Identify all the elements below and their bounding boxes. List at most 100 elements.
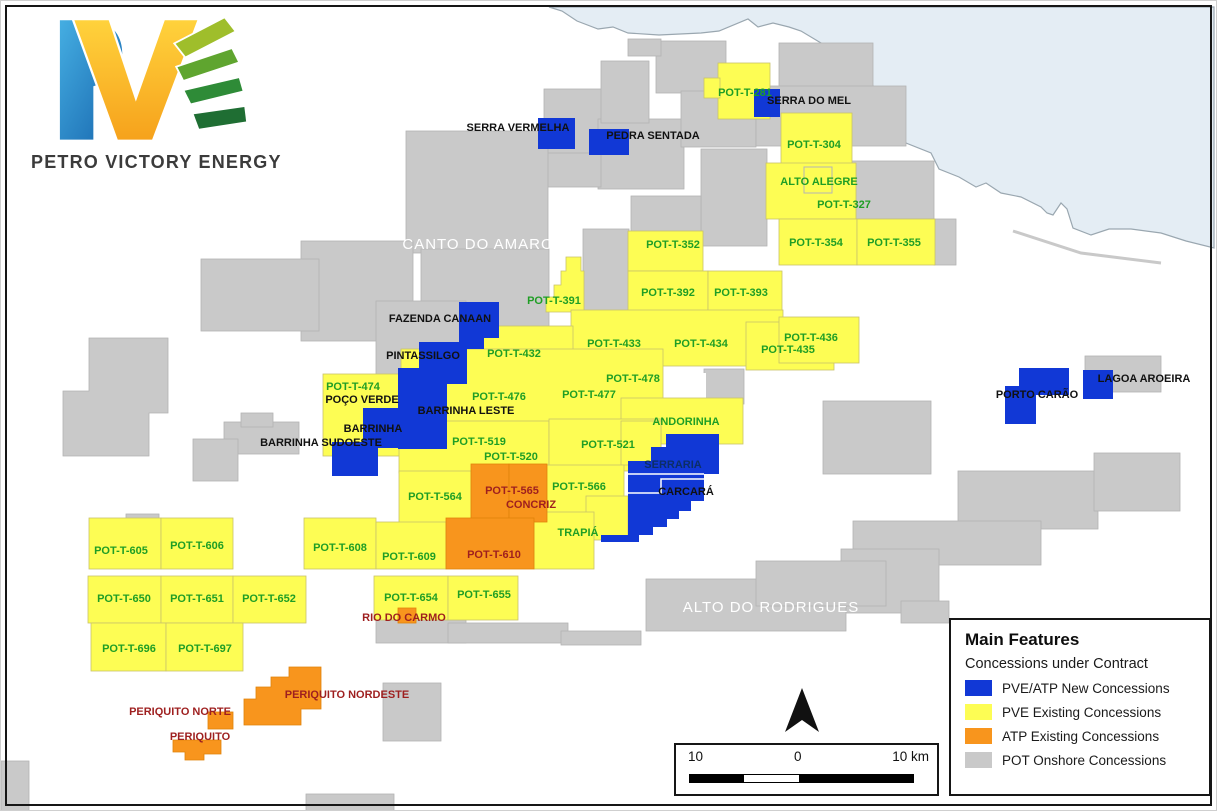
label-periquito-norte: PERIQUITO NORTE <box>129 706 231 718</box>
label-pot-t-327: POT-T-327 <box>817 199 871 211</box>
label-pot-t-435: POT-T-435 <box>761 344 815 356</box>
label-lagoa-aroeira: LAGOA AROEIRA <box>1098 373 1191 385</box>
legend-item-new: PVE/ATP New Concessions <box>965 680 1195 696</box>
label-barrinha: BARRINHA <box>344 423 403 435</box>
lagoa-aroeira-block <box>1083 370 1113 399</box>
label-pot-t-281: POT-T-281 <box>718 87 772 99</box>
label-pot-t-477: POT-T-477 <box>562 389 616 401</box>
pot-t-304-block <box>780 112 853 166</box>
label-po-o-verde: POÇO VERDE <box>325 394 398 406</box>
label-rio-do-carmo: RIO DO CARMO <box>362 612 446 624</box>
label-pot-t-304: POT-T-304 <box>787 139 842 151</box>
pot-onshore-shape <box>627 38 662 57</box>
serra-vermelha-block <box>538 118 575 149</box>
label-pot-t-519: POT-T-519 <box>452 436 506 448</box>
label-pot-t-696: POT-T-696 <box>102 643 156 655</box>
pot-onshore-shape <box>600 60 650 124</box>
label-pot-t-606: POT-T-606 <box>170 540 224 552</box>
serraria-carcara-block <box>601 434 719 542</box>
legend-item-pve: PVE Existing Concessions <box>965 704 1195 720</box>
scale-zero-label: 0 <box>794 749 802 764</box>
pot-t-565-w-block <box>470 463 510 523</box>
label-pot-t-610: POT-T-610 <box>467 549 521 561</box>
scale-bar-graphic <box>689 774 914 783</box>
pot-t-565-e-block <box>508 463 548 523</box>
label-carcar: CARCARÁ <box>658 485 714 498</box>
label-pot-t-392: POT-T-392 <box>641 287 695 299</box>
label-pot-t-605: POT-T-605 <box>94 545 148 557</box>
label-fazenda-canaan: FAZENDA CANAAN <box>389 313 491 325</box>
pot-onshore-shape <box>1093 452 1181 512</box>
fazenda-canaan-block <box>459 302 499 349</box>
pot-t-392-block <box>627 270 709 312</box>
pot-t-697-block <box>165 622 244 672</box>
label-pot-t-433: POT-T-433 <box>587 338 641 350</box>
barrinha-leste-block-block <box>398 368 447 449</box>
label-pot-t-697: POT-T-697 <box>178 643 232 655</box>
label-pot-t-354: POT-T-354 <box>789 237 844 249</box>
label-andorinha: ANDORINHA <box>652 416 719 428</box>
pot-onshore-shape <box>845 160 935 220</box>
label-pot-t-391: POT-T-391 <box>527 295 581 307</box>
label-pot-t-521: POT-T-521 <box>581 439 635 451</box>
label-pot-t-476: POT-T-476 <box>472 391 526 403</box>
scale-left-label: 10 <box>688 749 704 764</box>
label-pot-t-564: POT-T-564 <box>408 491 463 503</box>
barrinha-block-block <box>363 408 400 448</box>
label-pot-t-608: POT-T-608 <box>313 542 367 554</box>
label-serraria: SERRARIA <box>644 459 702 471</box>
legend-item-label: PVE Existing Concessions <box>1002 704 1162 720</box>
pot-onshore-swatch <box>965 752 992 768</box>
barrinha-sudoeste-block-block <box>332 442 378 476</box>
pot-onshore-shape <box>382 682 442 742</box>
scale-segment-white <box>743 774 800 783</box>
label-pot-t-609: POT-T-609 <box>382 551 436 563</box>
pot-onshore-shape <box>900 600 950 624</box>
legend-subtitle: Concessions under Contract <box>965 656 1148 672</box>
pedra-sentada-block <box>589 129 629 155</box>
periquito-nordeste-block <box>243 666 322 726</box>
label-concriz: CONCRIZ <box>506 499 556 511</box>
label-alto-do-rodrigues: ALTO DO RODRIGUES <box>683 599 859 616</box>
pot-onshore-shape <box>240 412 274 428</box>
atp-existing-swatch <box>965 728 992 744</box>
legend-item-pot: POT Onshore Concessions <box>965 752 1195 768</box>
label-pot-t-432: POT-T-432 <box>487 348 541 360</box>
label-pedra-sentada: PEDRA SENTADA <box>606 130 700 142</box>
pot-onshore-shape <box>560 630 642 646</box>
pot-t-354-block <box>778 218 858 266</box>
scale-segment-black <box>689 774 744 783</box>
pot-t-436-block <box>778 316 860 364</box>
label-pot-t-566: POT-T-566 <box>552 481 606 493</box>
label-pot-t-651: POT-T-651 <box>170 593 224 605</box>
porto-carao-2-block <box>1005 386 1036 424</box>
pot-onshore-shape <box>405 130 549 254</box>
pot-onshore-shape <box>62 337 169 457</box>
label-alto-alegre: ALTO ALEGRE <box>780 176 857 188</box>
scale-segment-black <box>799 774 914 783</box>
legend-title: Main Features <box>965 630 1080 649</box>
label-pot-t-352: POT-T-352 <box>646 239 700 251</box>
ocean-water <box>548 6 1215 249</box>
brand-name: PETRO VICTORY ENERGY <box>31 152 282 172</box>
label-pot-t-355: POT-T-355 <box>867 237 921 249</box>
label-pot-t-655: POT-T-655 <box>457 589 511 601</box>
pot-t-393-block <box>707 270 783 312</box>
pot-t-650-block <box>87 575 162 624</box>
legend-item-label: ATP Existing Concessions <box>1002 728 1160 744</box>
label-barrinha-sudoeste: BARRINHA SUDOESTE <box>260 437 382 449</box>
pot-t-352-block <box>627 230 704 272</box>
label-pot-t-434: POT-T-434 <box>674 338 729 350</box>
label-trapi: TRAPIÁ <box>558 526 599 539</box>
pot-t-608-block <box>303 517 377 570</box>
label-porto-car-o: PORTO CARÃO <box>996 388 1079 401</box>
label-pot-t-436: POT-T-436 <box>784 332 838 344</box>
label-pot-t-652: POT-T-652 <box>242 593 296 605</box>
pot-t-606-block <box>160 517 234 570</box>
pot-t-355-block <box>856 218 936 266</box>
label-serra-do-mel: SERRA DO MEL <box>767 95 851 107</box>
pot-onshore-shape <box>447 622 569 644</box>
serra-do-mel-block <box>754 89 780 117</box>
new-concessions-swatch <box>965 680 992 696</box>
